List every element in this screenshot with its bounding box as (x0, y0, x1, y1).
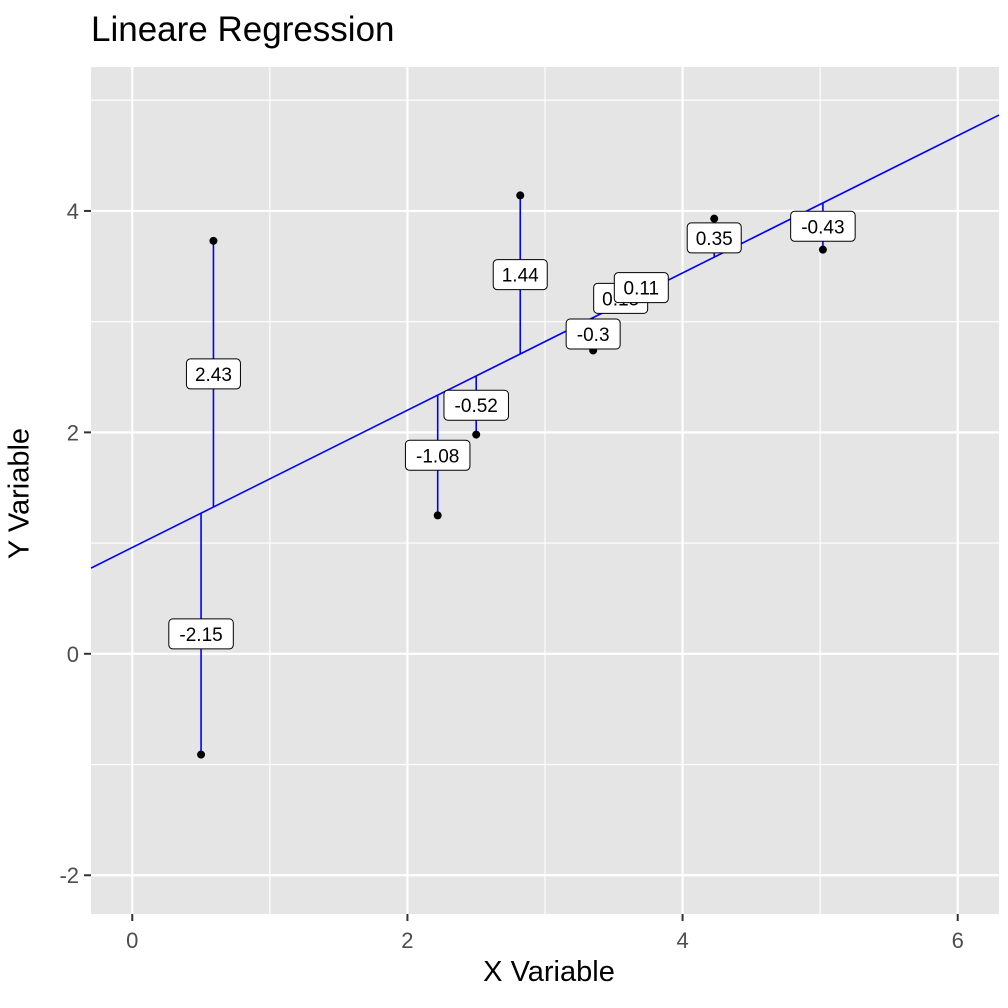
residual-label: 0.35 (686, 222, 742, 254)
grid-minor (91, 67, 999, 914)
residual-label-text: -0.3 (577, 325, 610, 346)
residual-label: 2.43 (185, 358, 241, 390)
chart-title: Lineare Regression (91, 10, 395, 49)
residual-label: 1.44 (492, 259, 548, 291)
x-axis-label: X Variable (483, 956, 615, 988)
residual-label-text: 0.35 (696, 229, 733, 250)
x-tick-label: 4 (676, 928, 688, 953)
regression-line (90, 114, 1000, 569)
data-point (472, 430, 481, 439)
residual-label-box (443, 389, 509, 421)
residual-label-box (565, 318, 621, 350)
x-tick-label: 2 (401, 928, 413, 953)
residual-label-text: -2.15 (179, 625, 222, 646)
data-point (433, 511, 442, 520)
x-axis-ticks: 0 2 4 6 (126, 914, 964, 953)
residual-label-text: -0.52 (455, 396, 498, 417)
residual-label-box (492, 259, 548, 291)
residual-label-text: -1.08 (416, 446, 459, 467)
residual-label-box (185, 358, 241, 390)
residual-label-box (404, 439, 471, 471)
regression-line-layer (90, 114, 1000, 569)
y-tick-label: 0 (67, 642, 79, 667)
residual-label: -0.52 (443, 389, 509, 421)
y-axis-label: Y Variable (3, 427, 36, 560)
residual-label: -0.3 (565, 318, 621, 350)
residual-label-box (168, 618, 234, 650)
y-tick-label: 2 (67, 420, 79, 445)
residual-label: 0.11 (613, 272, 669, 304)
grid-major (91, 67, 999, 914)
data-point (710, 214, 719, 223)
x-tick-label: 0 (126, 928, 138, 953)
residual-label: -0.43 (790, 210, 856, 242)
y-axis-ticks: -2 0 2 4 (59, 199, 91, 888)
data-point (197, 750, 206, 759)
residual-label-box (613, 272, 669, 304)
residual-label: -2.15 (168, 618, 234, 650)
data-point (209, 236, 218, 245)
residual-label-text: 2.43 (195, 365, 232, 386)
data-point (516, 191, 525, 200)
y-tick-label: 4 (67, 199, 79, 224)
residual-label-text: -0.43 (801, 217, 844, 238)
residual-label-text: 0.11 (624, 279, 660, 300)
y-tick-label: -2 (59, 863, 79, 888)
residual-label-text: 1.44 (502, 266, 539, 287)
data-point (818, 245, 827, 254)
residual-labels: -2.152.43-1.08-0.521.44-0.30.150.110.35-… (168, 210, 856, 650)
residual-label-box (686, 222, 742, 254)
x-tick-label: 6 (952, 928, 964, 953)
residual-label-box (790, 210, 856, 242)
residual-label: -1.08 (404, 439, 471, 471)
